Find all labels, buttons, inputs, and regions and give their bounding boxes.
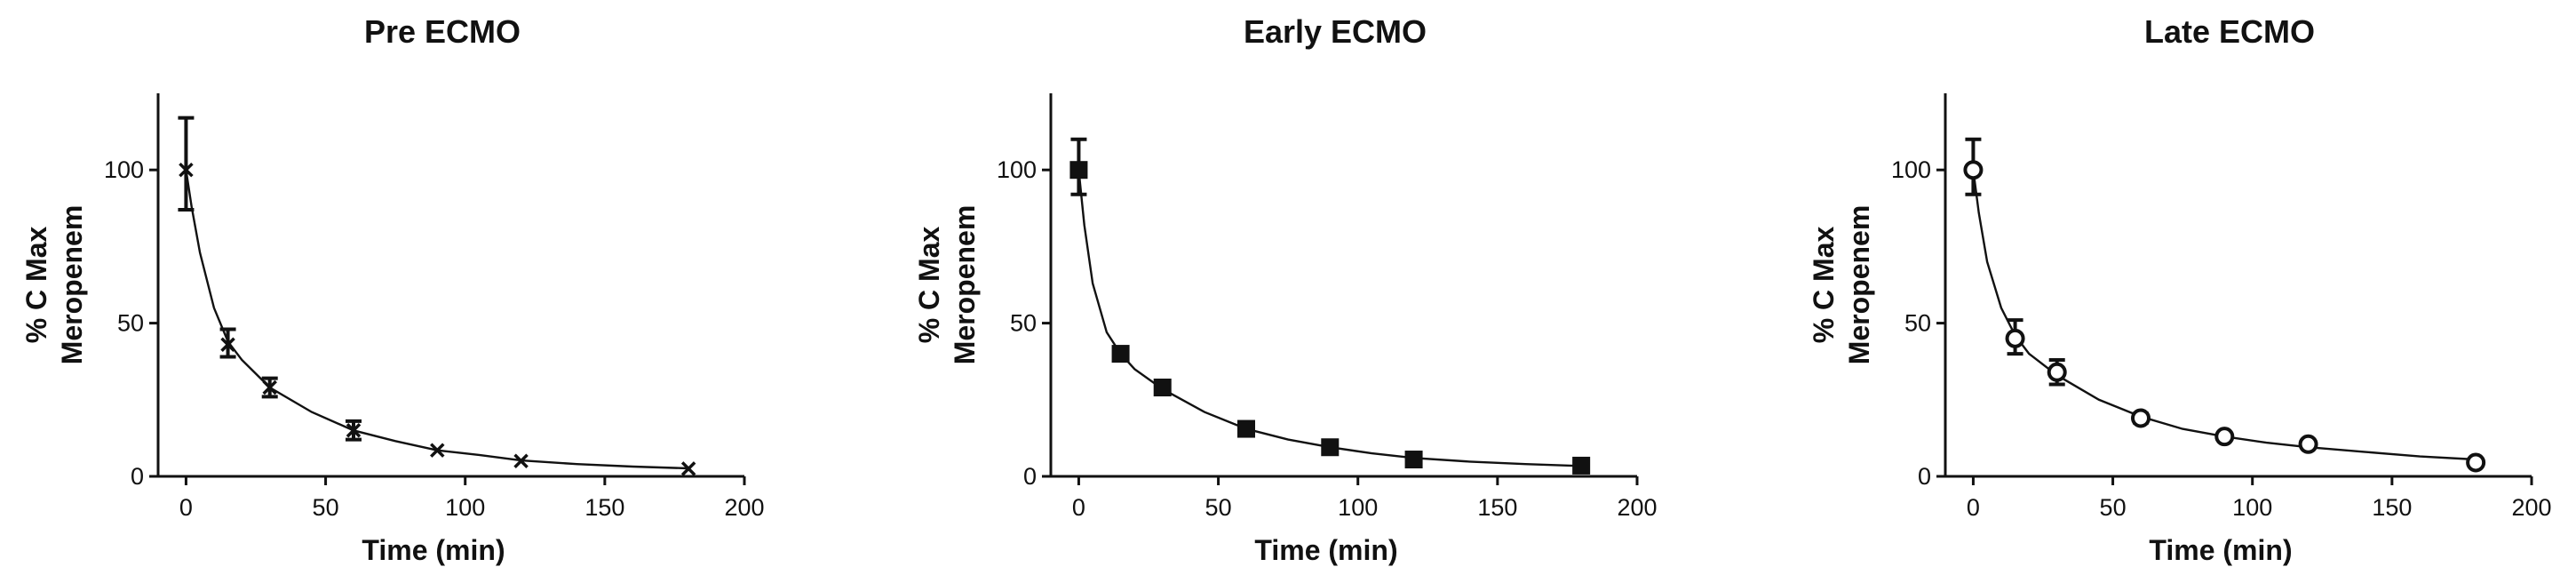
data-point-x-marker [430, 443, 445, 458]
y-tick-label: 50 [117, 310, 144, 337]
data-point-x-marker [513, 453, 529, 468]
data-point-circle-marker [2131, 408, 2151, 428]
y-tick-label: 100 [1891, 156, 1931, 183]
data-point-square-marker [1153, 379, 1172, 397]
data-point-x-marker [680, 461, 696, 476]
data-point-circle-marker [2005, 328, 2025, 348]
data-point-square-marker [1321, 438, 1340, 457]
data-point-circle-marker [2466, 452, 2486, 473]
x-tick-label: 0 [179, 494, 193, 521]
y-tick-label: 100 [997, 156, 1037, 183]
y-axis-label: Meropenem [1843, 205, 1875, 365]
y-axis-label: % C Max [20, 227, 52, 344]
y-axis-label: % C Max [913, 227, 945, 344]
chart-svg: Late ECMO 0 50 100 150 200 0 50 100 Time (min) % C… [1808, 13, 2552, 566]
x-tick-label: 100 [2232, 494, 2272, 521]
x-axis-label: Time (min) [2149, 534, 2292, 566]
chart-svg: Early ECMO 0 50 100 150 200 0 50 100 Time (min) % … [913, 13, 1658, 566]
marker-stroke [346, 423, 362, 438]
chart-title: Pre ECMO [364, 13, 521, 50]
data-point-square-marker [1404, 451, 1423, 469]
chart-svg: Pre ECMO 0 50 100 150 200 0 50 100 Time (min) % C … [20, 13, 765, 566]
data-point-square-marker [1111, 345, 1130, 363]
x-tick-label: 100 [445, 494, 485, 521]
x-tick-label: 100 [1338, 494, 1378, 521]
x-tick-label: 50 [1205, 494, 1232, 521]
data-point-square-marker [1572, 456, 1591, 475]
data-point-square-marker [1237, 419, 1255, 438]
chart-title: Late ECMO [2144, 13, 2315, 50]
fit-curve [1077, 170, 1582, 467]
data-point-circle-marker [2214, 427, 2235, 447]
y-tick-label: 0 [131, 463, 144, 490]
data-point-x-marker [220, 337, 235, 352]
marker-stroke [513, 453, 529, 468]
x-tick-label: 200 [2511, 494, 2551, 521]
chart-panel: Late ECMO 0 50 100 150 200 0 50 100 Time (min) % C… [1787, 0, 2576, 583]
data-point-x-marker [262, 379, 277, 395]
y-tick-label: 0 [1918, 463, 1931, 490]
fit-curve [1972, 170, 2477, 461]
x-axis-label: Time (min) [362, 534, 505, 566]
y-tick-label: 50 [1010, 310, 1037, 337]
marker-stroke [262, 379, 277, 395]
x-tick-label: 50 [2100, 494, 2127, 521]
x-tick-label: 150 [2372, 494, 2412, 521]
x-tick-label: 50 [313, 494, 339, 521]
x-axis-label: Time (min) [1254, 534, 1397, 566]
marker-stroke [680, 461, 696, 476]
x-tick-label: 150 [584, 494, 624, 521]
y-tick-label: 50 [1904, 310, 1931, 337]
x-tick-label: 0 [1072, 494, 1085, 521]
data-point-circle-marker [2047, 362, 2067, 382]
x-tick-label: 0 [1967, 494, 1980, 521]
y-axis-label: % C Max [1808, 227, 1840, 344]
y-axis-label: Meropenem [56, 205, 88, 365]
marker-stroke [430, 443, 445, 458]
data-point-x-marker [346, 423, 362, 438]
x-tick-label: 200 [1617, 494, 1657, 521]
marker-stroke [220, 337, 235, 352]
x-tick-label: 150 [1477, 494, 1517, 521]
data-point-x-marker [179, 162, 194, 178]
chart-title: Early ECMO [1244, 13, 1427, 50]
y-axis-label: Meropenem [949, 205, 981, 365]
data-point-circle-marker [2298, 434, 2318, 454]
chart-panel: Pre ECMO 0 50 100 150 200 0 50 100 Time (min) % C … [0, 0, 853, 583]
y-tick-label: 100 [104, 156, 144, 183]
chart-panel: Early ECMO 0 50 100 150 200 0 50 100 Time (min) % … [893, 0, 1745, 583]
x-tick-label: 200 [724, 494, 764, 521]
data-point-circle-marker [1963, 160, 1984, 180]
marker-stroke [179, 162, 194, 178]
data-point-square-marker [1069, 161, 1088, 180]
y-tick-label: 0 [1023, 463, 1037, 490]
fit-curve [185, 170, 689, 470]
